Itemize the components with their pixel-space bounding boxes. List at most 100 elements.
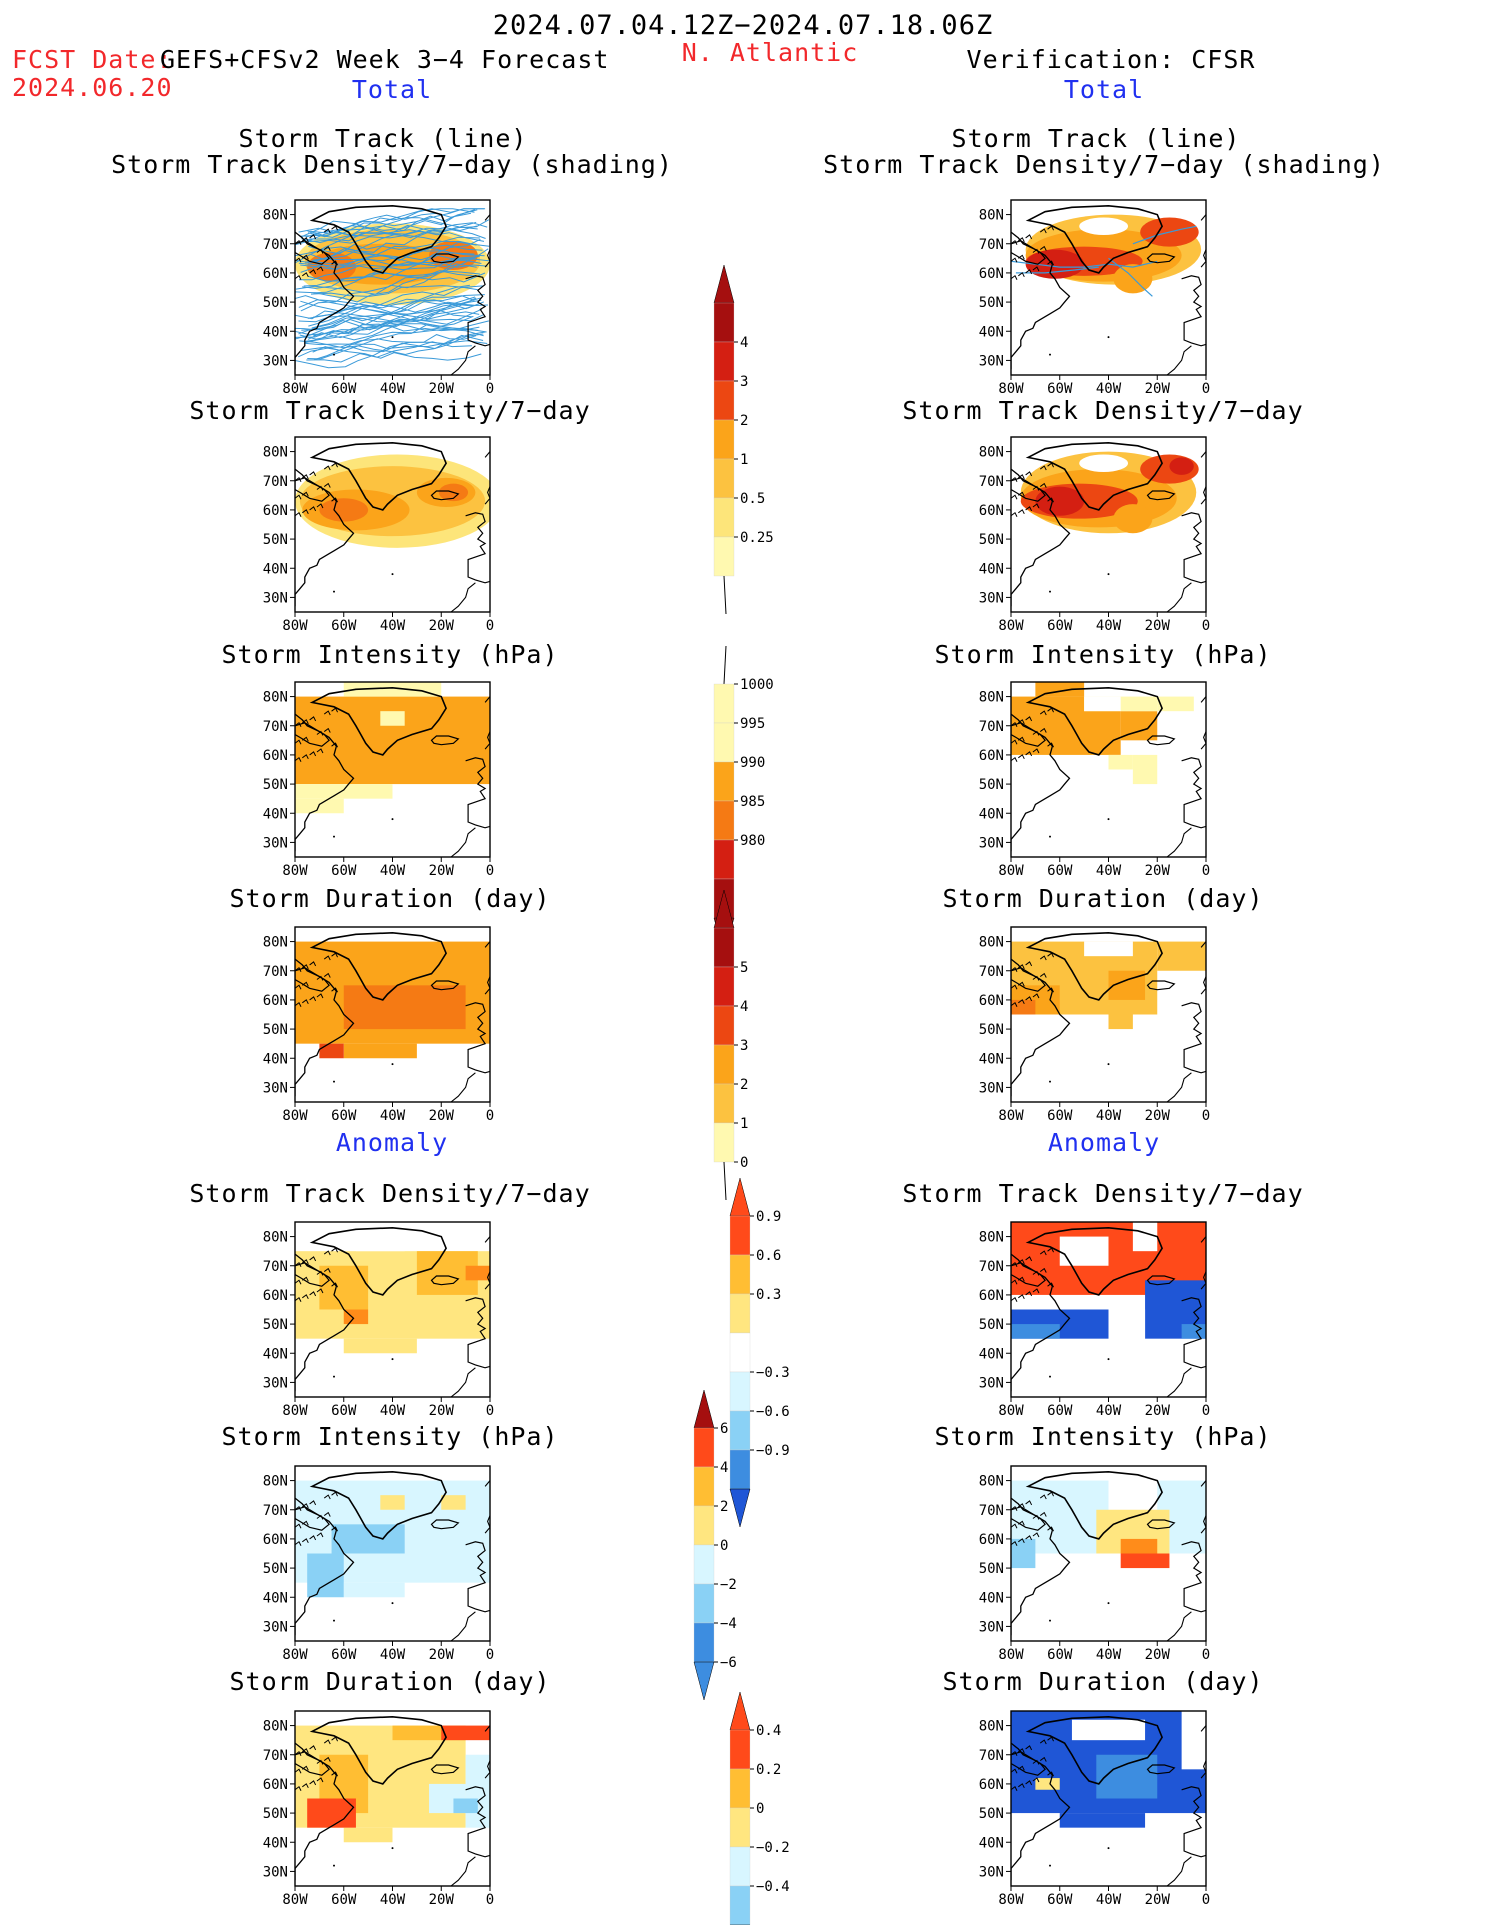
lat-tick-label: 80N — [979, 935, 1004, 951]
lon-tick-label: 60W — [331, 1403, 357, 1419]
coastline — [309, 996, 317, 1002]
panel-title: Storm Track Density/7−day — [902, 396, 1304, 425]
island — [1049, 1375, 1051, 1378]
coastline — [1018, 1783, 1025, 1789]
lat-tick-label: 70N — [979, 719, 1004, 735]
coastline — [1011, 274, 1018, 280]
colorbar-swatch — [713, 341, 735, 382]
coastline — [323, 727, 331, 733]
coastline — [1018, 254, 1025, 260]
lat-tick-label: 40N — [979, 1051, 1004, 1067]
coastline — [331, 497, 339, 503]
coastline — [331, 742, 339, 748]
coastline — [1166, 1856, 1192, 1886]
lon-tick-label: 40W — [1096, 1108, 1122, 1124]
coastline — [302, 509, 309, 515]
grid-cell — [331, 1524, 405, 1554]
coastline — [331, 707, 339, 713]
coastline — [1025, 471, 1033, 477]
grid-cell — [1011, 1538, 1036, 1569]
storm-track-line — [295, 306, 470, 331]
colorbar-tail — [723, 1161, 727, 1201]
island — [333, 835, 335, 838]
coastline — [1011, 494, 1018, 500]
coastline — [1039, 1756, 1047, 1762]
lon-tick-label: 0 — [1202, 618, 1210, 634]
colorbar-density: 4 3 2 1 0.5 0.25 — [713, 264, 774, 615]
lat-tick-label: 40N — [263, 561, 288, 577]
storm-track-line — [301, 217, 478, 244]
colorbar-swatch — [693, 1505, 715, 1546]
coastline — [1025, 716, 1033, 722]
coastline — [1018, 981, 1025, 987]
fcst-date: 2024.06.20 — [12, 73, 173, 102]
coastline — [323, 482, 331, 488]
storm-track-line — [300, 323, 480, 352]
coastline — [1039, 465, 1047, 471]
lon-tick-label: 40W — [380, 1647, 406, 1663]
lat-tick-label: 60N — [979, 993, 1004, 1009]
coastline — [1018, 474, 1025, 480]
coastline — [309, 1226, 447, 1296]
coastline — [1011, 511, 1018, 517]
lon-tick-label: 0 — [1202, 1403, 1210, 1419]
storm-track-line — [307, 334, 484, 360]
map-panel-4: 80W 60W 40W 20W 0 80N 70N 60N 50N 40N 30N — [263, 681, 494, 879]
coastline — [1047, 707, 1055, 713]
colorbar-label: 0.3 — [756, 1287, 781, 1303]
coastline — [331, 1247, 339, 1253]
coastline — [295, 1279, 302, 1285]
island — [1107, 1358, 1110, 1361]
coastline — [1011, 967, 1046, 992]
storm-track-line — [295, 234, 490, 247]
storm-track-line — [295, 224, 478, 244]
coastline — [1047, 225, 1055, 231]
coastline — [450, 1611, 476, 1641]
island — [1049, 353, 1051, 356]
coastline — [1025, 441, 1163, 511]
coastline — [1025, 1291, 1033, 1297]
lat-tick-label: 50N — [979, 1561, 1004, 1577]
coastline — [295, 274, 302, 280]
left-total-label: Total — [351, 75, 433, 104]
lat-tick-label: 60N — [979, 266, 1004, 282]
storm-track-line — [312, 247, 485, 261]
coastline — [316, 993, 324, 999]
coastline — [302, 736, 309, 742]
colorbar-swatch — [729, 1410, 751, 1451]
lat-tick-label: 40N — [979, 561, 1004, 577]
colorbar-swatch — [713, 419, 735, 460]
lon-tick-label: 0 — [1202, 381, 1210, 397]
coastline — [309, 506, 317, 512]
island — [1107, 818, 1110, 821]
coastline — [295, 257, 302, 263]
lon-tick-label: 60W — [1047, 1403, 1073, 1419]
coastline — [484, 1480, 490, 1487]
coastline — [1011, 1768, 1018, 1774]
coastline — [1039, 1494, 1047, 1500]
colorbar-label: 0.9 — [756, 1209, 781, 1225]
map-panel-13: 80W 60W 40W 20W 0 80N 70N 60N 50N 40N 30N — [979, 1710, 1210, 1908]
lat-tick-label: 40N — [979, 1590, 1004, 1606]
panel-title: Storm Track Density/7−day — [189, 1179, 591, 1208]
coastline — [331, 1282, 339, 1288]
coastline — [430, 1275, 460, 1286]
coastline — [295, 1768, 302, 1774]
colorbar-duration: 5 4 3 2 1 0 — [713, 889, 748, 1201]
lon-tick-label: 80W — [998, 1108, 1024, 1124]
lat-tick-label: 40N — [979, 1346, 1004, 1362]
colorbar-label: 4 — [720, 1460, 728, 1476]
coastline — [1047, 1282, 1055, 1288]
lon-tick-label: 20W — [1145, 381, 1171, 397]
colorbar-tail — [723, 575, 727, 615]
coastline — [309, 1500, 317, 1506]
coastline — [1032, 1532, 1040, 1538]
lon-tick-label: 20W — [1145, 618, 1171, 634]
lon-tick-label: 20W — [1145, 1647, 1171, 1663]
storm-track-line — [299, 297, 482, 340]
lon-tick-label: 60W — [331, 1647, 357, 1663]
colorbar-swatch — [713, 966, 735, 1007]
coastline — [1025, 1470, 1163, 1540]
coastline — [1047, 742, 1055, 748]
lon-tick-label: 60W — [1047, 1892, 1073, 1908]
